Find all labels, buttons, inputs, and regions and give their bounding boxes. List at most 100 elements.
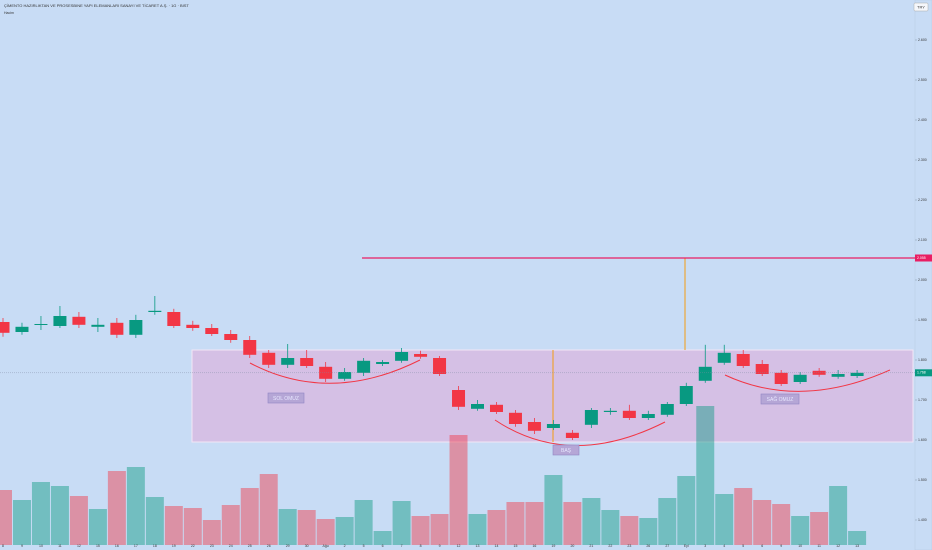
x-tick-label: 23 — [627, 544, 631, 548]
volume-bar — [126, 467, 145, 545]
x-tick-label: Eyl — [684, 544, 689, 548]
x-tick-label: 19 — [172, 544, 176, 548]
right-shoulder-arc — [724, 369, 891, 392]
candle-body — [774, 372, 788, 384]
x-tick-label: 16 — [532, 544, 536, 548]
volume-bar — [107, 471, 126, 545]
x-tick-label: 14 — [495, 544, 499, 548]
candle-body — [565, 432, 579, 438]
candle-body — [91, 324, 105, 327]
x-tick-label: 8 — [2, 544, 4, 548]
price-axis — [914, 0, 932, 550]
x-tick-label: 18 — [153, 544, 157, 548]
candle-body — [148, 310, 162, 312]
volume-bar — [373, 531, 392, 545]
volume-bar — [772, 504, 791, 545]
x-tick-label: 9 — [439, 544, 441, 548]
y-tick-label: 1.400 — [918, 518, 927, 522]
y-tick-label: 2.300 — [918, 158, 927, 162]
candle-body — [186, 324, 200, 328]
volume-bar — [506, 502, 525, 545]
x-tick-label: 8 — [420, 544, 422, 548]
candle-body — [243, 340, 257, 355]
volume-bar — [411, 516, 430, 545]
volume-bar — [639, 518, 658, 545]
volume-bar — [753, 500, 772, 545]
volume-bar — [297, 510, 316, 545]
volume-bar — [829, 486, 848, 545]
price-tag-label: 1.768 — [917, 371, 926, 375]
volume-bar — [278, 509, 297, 545]
volume-bar — [582, 498, 601, 545]
volume-bar — [658, 498, 677, 545]
x-tick-label: 17 — [134, 544, 138, 548]
candle-body — [281, 358, 295, 365]
x-tick-label: 9 — [780, 544, 782, 548]
volume-bar — [164, 506, 183, 545]
x-tick-label: 13 — [476, 544, 480, 548]
volume-bar — [601, 510, 620, 545]
candle-body — [34, 324, 48, 325]
x-tick-label: 6 — [382, 544, 384, 548]
x-tick-label: 2 — [344, 544, 346, 548]
volume-bar — [734, 488, 753, 545]
candle-body — [489, 404, 503, 412]
x-tick-label: 26 — [646, 544, 650, 548]
x-tick-label: 13 — [855, 544, 859, 548]
volume-bar — [183, 508, 202, 545]
volume-bar — [50, 486, 69, 545]
y-tick-label: 1.700 — [918, 398, 927, 402]
x-tick-label: 24 — [229, 544, 233, 548]
volume-bar — [221, 505, 240, 545]
candle-body — [376, 362, 390, 364]
chart-title: ÇİMENTO HAZIRLIKTAN VE PROSESBINE YAPI E… — [4, 3, 189, 8]
annotation: BAŞ — [561, 448, 572, 454]
candle-body — [414, 354, 428, 357]
x-tick-label: 22 — [191, 544, 195, 548]
volume-bar — [620, 516, 639, 545]
x-tick-label: 22 — [608, 544, 612, 548]
candle-body — [660, 404, 674, 415]
volume-bar — [0, 490, 12, 545]
currency-box[interactable] — [913, 2, 929, 12]
candle-body — [736, 354, 750, 366]
candle-body — [527, 422, 541, 431]
x-tick-label: 3 — [704, 544, 706, 548]
volume-bar — [430, 514, 449, 545]
candle-body — [167, 312, 181, 326]
x-tick-label: 19 — [551, 544, 555, 548]
x-tick-label: 15 — [96, 544, 100, 548]
y-tick-label: 1.500 — [918, 478, 927, 482]
x-tick-label: 29 — [286, 544, 290, 548]
candle-body — [508, 412, 522, 424]
candle-body — [319, 366, 333, 379]
candle-body — [110, 322, 124, 335]
x-tick-label: 15 — [514, 544, 518, 548]
candle-body — [812, 370, 826, 375]
candle-body — [72, 316, 86, 325]
candle-body — [338, 372, 352, 379]
candle-body — [679, 386, 693, 404]
x-tick-label: 9 — [21, 544, 23, 548]
x-tick-label: 12 — [77, 544, 81, 548]
price-tag-label: 2.055 — [917, 256, 926, 260]
candle-body — [698, 366, 712, 381]
x-tick-label: 7 — [401, 544, 403, 548]
volume-bar — [240, 488, 259, 545]
volume-bar — [88, 509, 107, 545]
candle-body — [603, 410, 617, 412]
volume-bar — [69, 496, 88, 545]
annotation-box — [760, 393, 800, 405]
left-shoulder-arc — [249, 359, 421, 384]
volume-bar — [563, 502, 582, 545]
annotation-box — [267, 392, 305, 404]
x-tick-label: 12 — [836, 544, 840, 548]
price-tag — [915, 369, 932, 377]
candle-body — [433, 358, 447, 374]
x-tick-label: 4 — [723, 544, 725, 548]
candle-body — [717, 352, 731, 363]
volume-bar — [848, 531, 867, 545]
candle-body — [0, 322, 10, 333]
